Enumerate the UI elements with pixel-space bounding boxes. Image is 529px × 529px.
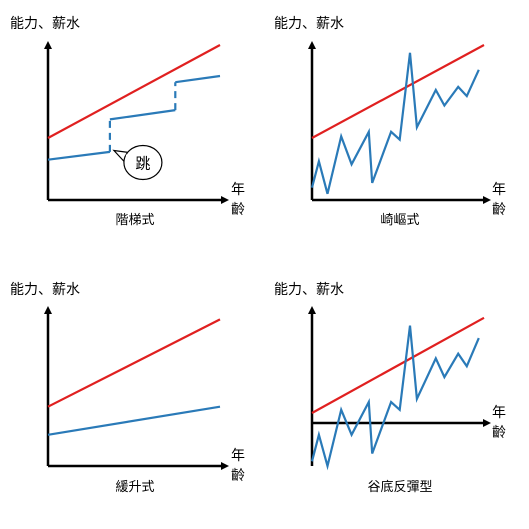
x-axis-label-bottom: 齡 — [231, 468, 245, 484]
series-line-blue-3 — [109, 109, 176, 121]
x-axis-label-top: 年 — [492, 182, 506, 198]
chart-caption: 谷底反彈型 — [367, 479, 432, 495]
series-line-red — [47, 318, 221, 408]
series-line-blue — [47, 405, 221, 436]
y-axis-label: 能力、薪水 — [10, 16, 80, 32]
x-axis-label-bottom: 齡 — [492, 425, 506, 441]
series-line-red — [311, 316, 485, 414]
series-line-blue-5 — [175, 74, 221, 84]
chart-caption: 崎嶇式 — [380, 213, 419, 228]
y-axis-label: 能力、薪水 — [274, 282, 344, 298]
callout-label: 跳 — [135, 155, 150, 173]
x-axis-label-top: 年 — [231, 448, 245, 464]
callout-joint — [125, 154, 132, 167]
x-axis-label-bottom: 齡 — [231, 202, 245, 218]
x-axis-label-bottom: 齡 — [492, 202, 506, 218]
x-axis-label-top: 年 — [492, 405, 506, 421]
series-line-blue — [310, 325, 480, 471]
series-line-red — [311, 44, 485, 139]
y-axis-label: 能力、薪水 — [10, 282, 80, 298]
chart-caption: 緩升式 — [115, 480, 154, 495]
callout-bubble — [123, 144, 163, 181]
series-line-red — [47, 44, 221, 139]
y-axis-label: 能力、薪水 — [274, 16, 344, 32]
chart-caption: 階梯式 — [115, 213, 154, 228]
series-line-blue — [310, 52, 480, 195]
x-axis-label-top: 年 — [231, 182, 245, 198]
series-line-blue-1 — [47, 150, 111, 161]
